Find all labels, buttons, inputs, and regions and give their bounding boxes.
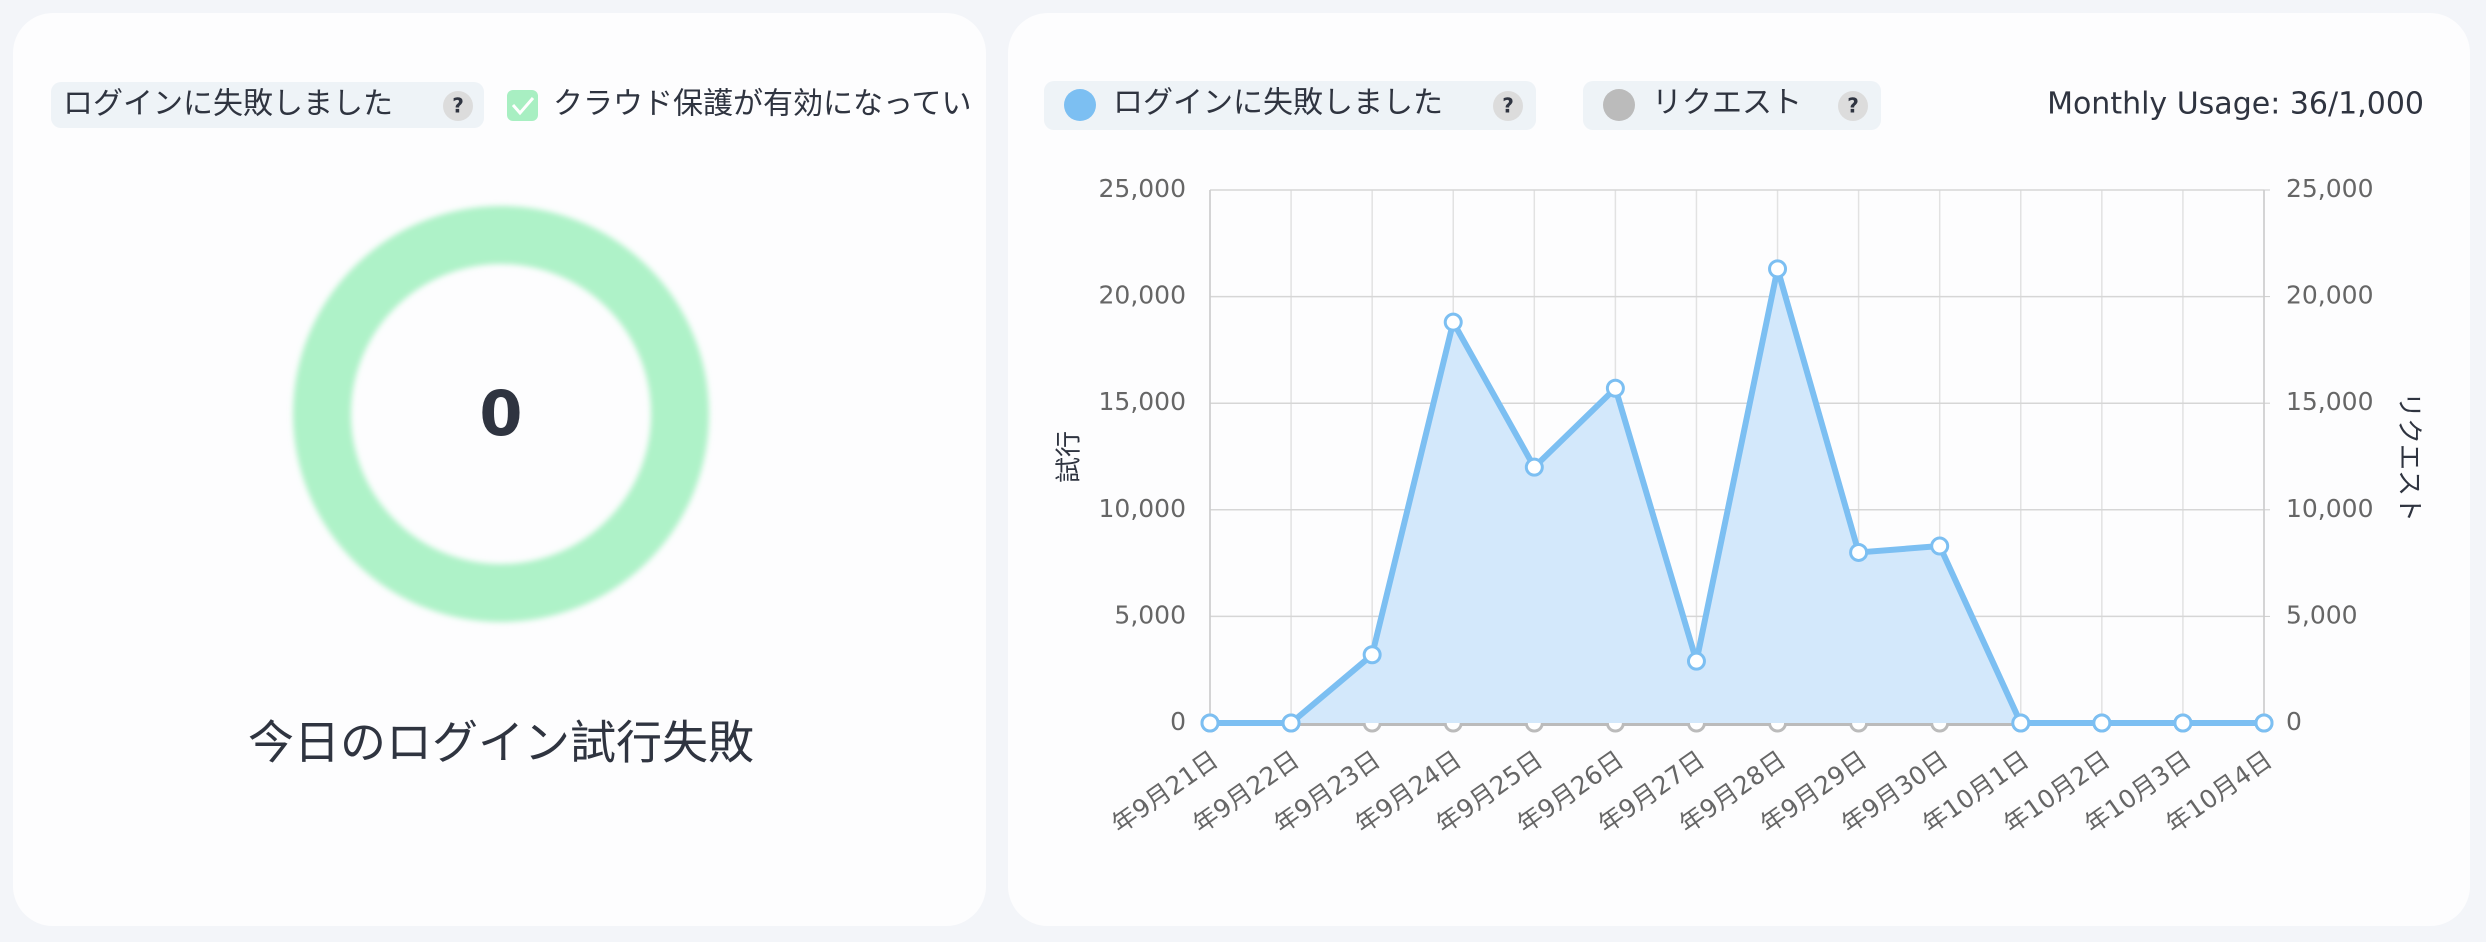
checkmark [511,97,535,116]
help-icon-text: ? [1502,94,1514,118]
point [1849,542,1869,562]
point [1524,457,1544,477]
y2-tick-label: 20,000 [2286,281,2373,310]
point [1200,713,1220,733]
donut-ring [293,206,709,622]
legend-swatch [1064,89,1096,121]
help-icon-text: ? [452,94,464,118]
point [1686,651,1706,671]
checkbox[interactable] [507,90,538,121]
donut-count: 0 [479,377,522,450]
line [1210,265,2264,726]
y2-tick-label: 10,000 [2286,494,2373,523]
point [1362,645,1382,665]
y-tick-label: 15,000 [1099,387,1186,416]
point [2254,713,2274,733]
legend-chip [1044,81,1536,130]
point [1443,312,1463,332]
y2-tick-label: 25,000 [2286,174,2373,203]
y2-axis-label: リクエスト [2394,392,2424,522]
point [2011,713,2031,733]
left-card [13,13,986,926]
usage: Monthly Usage: 36/1,000 [2047,87,2424,122]
y-tick-label: 20,000 [1099,281,1186,310]
point [1605,378,1625,398]
point [2173,713,2193,733]
point [1768,259,1788,279]
legend-label: ログインに失敗しました [1113,86,1443,121]
y-tick-label: 5,000 [1114,600,1186,629]
point [2092,713,2112,733]
legend-label: リクエスト [1652,86,1802,121]
checkbox-label: クラウド保護が有効になってい [553,87,972,122]
area [1210,268,2264,723]
help-icon [1838,91,1868,121]
left-card-content: ログインに失敗しました ? クラウド保護が有効になってい [51,82,972,128]
y-tick-label: 25,000 [1099,174,1186,203]
chip[interactable] [51,82,484,128]
legend-chip [1583,81,1881,130]
y2-tick-label: 0 [2286,707,2302,736]
y2-tick-label: 15,000 [2286,387,2373,416]
help-icon[interactable] [443,91,473,121]
chip-label: ログインに失敗しました [63,87,393,122]
point [1930,536,1950,556]
help-icon [1493,91,1523,121]
legend-item[interactable]: ログインに失敗しました? [1044,81,1536,130]
y-tick-label: 0 [1170,707,1186,736]
legend-item[interactable]: リクエスト? [1583,81,1881,130]
y-tick-label: 10,000 [1099,494,1186,523]
help-icon-text: ? [1847,94,1859,118]
legend-swatch [1603,89,1635,121]
y2-tick-label: 5,000 [2286,600,2358,629]
point [1281,713,1301,733]
y-axis-label: 試行 [1055,431,1085,483]
donut-caption: 今日のログイン試行失敗 [248,716,754,770]
